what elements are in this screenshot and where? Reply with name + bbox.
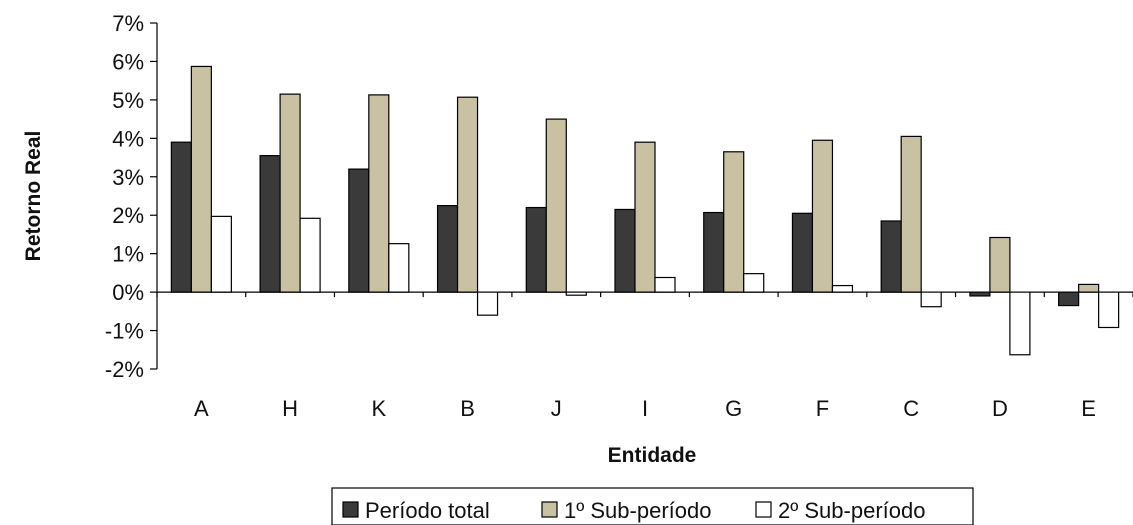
x-tick-label: I bbox=[642, 396, 648, 421]
bar-A-series-2 bbox=[190, 65, 212, 293]
x-tick-label: H bbox=[282, 396, 298, 421]
x-tick-label: K bbox=[371, 396, 386, 421]
bar-B-series-3 bbox=[476, 291, 499, 316]
x-tick-label: E bbox=[1081, 396, 1096, 421]
bar-C-series-1 bbox=[880, 220, 902, 293]
bars bbox=[170, 65, 1120, 356]
bar-E-series-2 bbox=[1078, 283, 1100, 293]
bar-C-series-2 bbox=[900, 135, 922, 293]
y-tick-label: -1% bbox=[105, 319, 144, 344]
x-tick-label: A bbox=[194, 396, 209, 421]
bar-B-series-1 bbox=[436, 205, 459, 293]
y-tick-label: 4% bbox=[112, 126, 144, 151]
x-axis-title: Entidade bbox=[608, 444, 697, 467]
bar-I-series-3 bbox=[654, 276, 676, 293]
bar-H-series-2 bbox=[279, 93, 301, 293]
bar-K-series-3 bbox=[388, 243, 410, 293]
x-tick-label: F bbox=[816, 396, 829, 421]
x-tick-label: C bbox=[903, 396, 919, 421]
x-tick-label: J bbox=[551, 396, 562, 421]
bar-D-series-1 bbox=[969, 291, 991, 297]
bar-G-series-1 bbox=[703, 211, 725, 293]
y-tick-label: 5% bbox=[112, 88, 144, 113]
legend-box bbox=[331, 487, 974, 525]
bar-K-series-2 bbox=[368, 94, 390, 293]
bar-E-series-1 bbox=[1058, 291, 1080, 307]
legend: Período total 1º Sub-período 2º Sub-períod… bbox=[331, 487, 974, 525]
x-tick-label: G bbox=[725, 396, 742, 421]
bar-J-series-1 bbox=[525, 206, 547, 293]
y-tick-label: 1% bbox=[112, 242, 144, 267]
legend-label: 1º Sub-período bbox=[564, 498, 711, 523]
bar-B-series-2 bbox=[456, 96, 479, 293]
bar-G-series-2 bbox=[723, 151, 745, 293]
y-tick-label: 0% bbox=[112, 280, 144, 305]
legend-swatch bbox=[541, 501, 558, 518]
bar-A-series-3 bbox=[210, 215, 232, 293]
legend-label: 2º Sub-período bbox=[778, 498, 925, 523]
bar-D-series-3 bbox=[1009, 291, 1031, 356]
bar-H-series-1 bbox=[259, 155, 281, 293]
bar-I-series-2 bbox=[634, 141, 656, 293]
y-axis-title: Retorno Real bbox=[22, 131, 45, 262]
bar-A-series-1 bbox=[170, 141, 192, 293]
x-tick-label: B bbox=[460, 396, 475, 421]
tick-labels: -2% -1% 0% 1% 2% 3% 4% 5% 6% 7% A H K B J I G F C D E bbox=[105, 11, 1096, 421]
bar-E-series-3 bbox=[1098, 291, 1120, 329]
bar-D-series-2 bbox=[989, 236, 1011, 293]
bar-C-series-3 bbox=[920, 291, 942, 308]
y-tick-label: -2% bbox=[105, 357, 144, 382]
bar-F-series-1 bbox=[791, 212, 814, 293]
y-tick-label: 2% bbox=[112, 203, 144, 228]
bar-F-series-3 bbox=[831, 284, 854, 293]
bar-J-series-2 bbox=[545, 118, 567, 293]
bar-J-series-3 bbox=[565, 291, 587, 296]
bar-H-series-3 bbox=[299, 217, 321, 293]
bar-F-series-2 bbox=[811, 139, 834, 293]
y-tick-label: 6% bbox=[112, 49, 144, 74]
legend-label: Período total bbox=[365, 498, 490, 523]
bar-I-series-1 bbox=[614, 208, 636, 293]
legend-swatch bbox=[342, 501, 359, 518]
x-tick-label: D bbox=[992, 396, 1008, 421]
bar-G-series-3 bbox=[743, 273, 765, 293]
y-tick-label: 7% bbox=[112, 11, 144, 36]
bar-K-series-1 bbox=[348, 168, 370, 293]
legend-swatch bbox=[755, 501, 772, 518]
y-tick-label: 3% bbox=[112, 165, 144, 190]
